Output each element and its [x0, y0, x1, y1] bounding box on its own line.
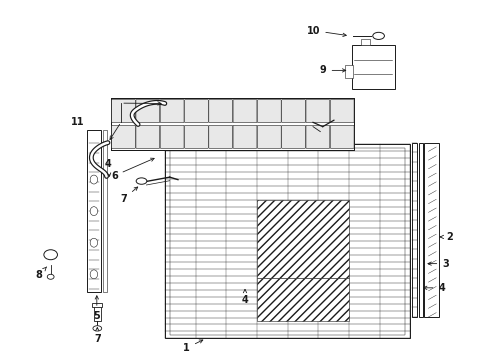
- Ellipse shape: [136, 178, 147, 184]
- Ellipse shape: [90, 207, 98, 216]
- FancyBboxPatch shape: [306, 125, 330, 148]
- FancyBboxPatch shape: [136, 125, 160, 148]
- Bar: [419, 143, 423, 317]
- Text: 8: 8: [35, 267, 47, 280]
- Bar: [87, 130, 101, 292]
- Bar: [94, 306, 101, 320]
- Bar: [102, 130, 106, 292]
- Text: 4: 4: [242, 289, 248, 305]
- Bar: [165, 144, 410, 338]
- Bar: [111, 98, 354, 150]
- Bar: [93, 303, 102, 307]
- Text: 11: 11: [71, 117, 84, 127]
- Bar: [257, 278, 349, 320]
- Bar: [361, 40, 370, 45]
- Ellipse shape: [44, 250, 57, 260]
- FancyBboxPatch shape: [112, 99, 135, 123]
- Ellipse shape: [47, 274, 54, 279]
- FancyBboxPatch shape: [257, 99, 281, 123]
- Bar: [345, 65, 353, 78]
- Ellipse shape: [90, 238, 98, 247]
- Text: 4: 4: [424, 283, 445, 293]
- FancyBboxPatch shape: [257, 125, 281, 148]
- FancyBboxPatch shape: [136, 99, 160, 123]
- Text: 3: 3: [428, 258, 449, 269]
- FancyBboxPatch shape: [233, 99, 257, 123]
- Text: 4: 4: [105, 159, 111, 176]
- FancyBboxPatch shape: [282, 99, 305, 123]
- Bar: [352, 45, 394, 89]
- FancyBboxPatch shape: [330, 125, 354, 148]
- Text: 2: 2: [440, 232, 453, 242]
- Bar: [111, 98, 354, 150]
- Bar: [257, 199, 349, 278]
- FancyBboxPatch shape: [160, 99, 184, 123]
- FancyBboxPatch shape: [209, 125, 233, 148]
- Text: 6: 6: [111, 158, 154, 181]
- FancyBboxPatch shape: [185, 99, 208, 123]
- Text: 10: 10: [307, 26, 346, 36]
- Ellipse shape: [373, 32, 385, 40]
- Text: 1: 1: [183, 340, 203, 353]
- FancyBboxPatch shape: [330, 99, 354, 123]
- FancyBboxPatch shape: [112, 125, 135, 148]
- Bar: [170, 148, 405, 335]
- FancyBboxPatch shape: [209, 99, 233, 123]
- Bar: [424, 143, 440, 317]
- Bar: [412, 143, 417, 317]
- Ellipse shape: [90, 175, 98, 184]
- Text: 7: 7: [121, 187, 138, 203]
- FancyBboxPatch shape: [185, 125, 208, 148]
- FancyBboxPatch shape: [282, 125, 305, 148]
- Ellipse shape: [90, 270, 98, 279]
- Text: 9: 9: [320, 66, 346, 75]
- FancyBboxPatch shape: [160, 125, 184, 148]
- Text: 7: 7: [94, 328, 100, 345]
- Text: 5: 5: [94, 296, 100, 321]
- FancyBboxPatch shape: [233, 125, 257, 148]
- FancyBboxPatch shape: [306, 99, 330, 123]
- Ellipse shape: [93, 326, 102, 331]
